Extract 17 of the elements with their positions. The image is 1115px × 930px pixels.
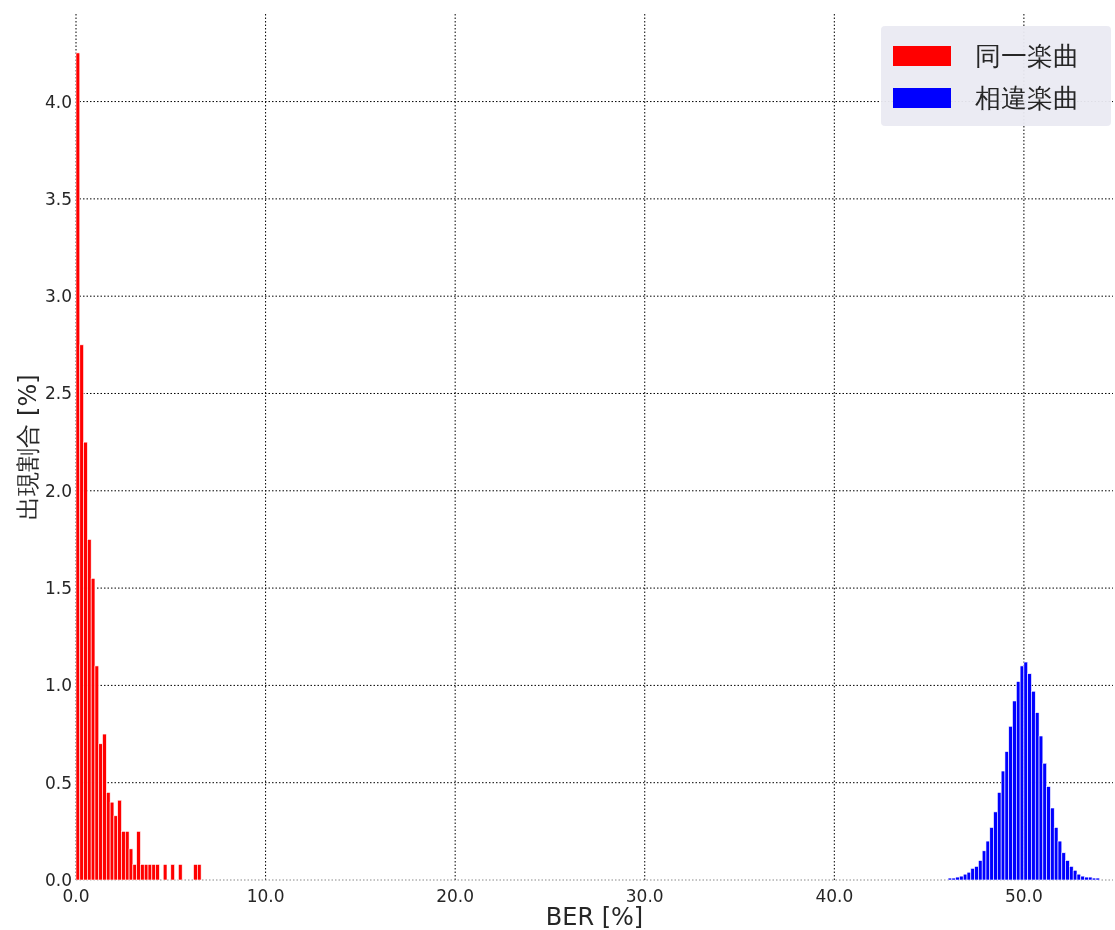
y-tick-label: 3.5	[44, 188, 72, 209]
x-axis-title: BER [%]	[545, 903, 644, 930]
x-tick-label: 20.0	[436, 886, 475, 906]
y-axis-title: 出現割合 [%]	[14, 374, 42, 520]
y-tick-label: 0.5	[44, 772, 72, 793]
legend-label: 同一楽曲	[975, 41, 1079, 71]
y-tick-label: 2.0	[44, 480, 72, 501]
x-tick-label: 30.0	[625, 886, 664, 906]
x-tick-label: 50.0	[1004, 886, 1043, 906]
y-tick-label: 1.0	[44, 675, 72, 696]
y-tick-label: 2.5	[44, 383, 72, 404]
y-tick-label: 1.5	[44, 578, 72, 599]
y-tick-label: 3.0	[44, 286, 72, 307]
x-tick-label: 10.0	[246, 886, 285, 906]
legend-label: 相違楽曲	[975, 83, 1079, 113]
y-tick-label: 4.0	[44, 91, 72, 112]
x-tick-label: 40.0	[815, 886, 854, 906]
